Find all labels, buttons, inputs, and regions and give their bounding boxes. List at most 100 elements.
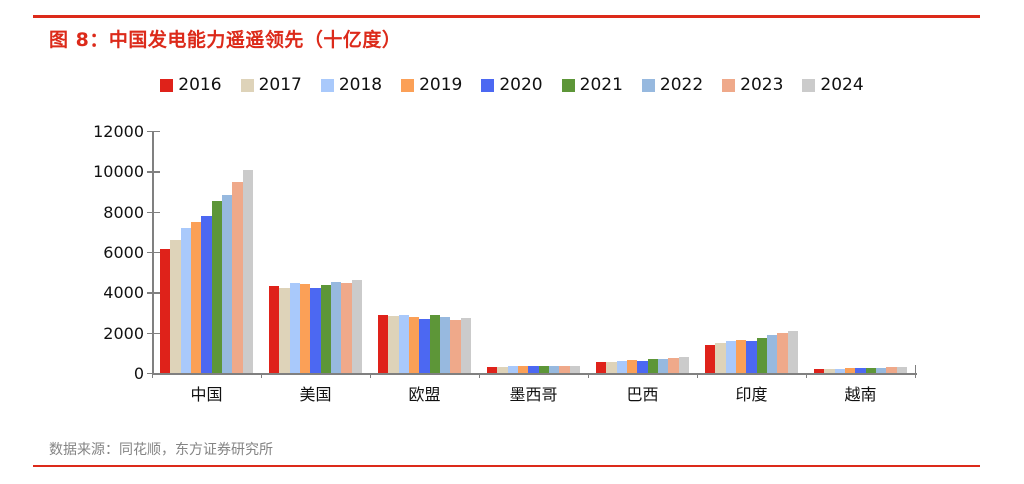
legend-label: 2021: [579, 74, 623, 95]
legend-swatch: [320, 78, 334, 92]
legend-item: 2024: [802, 74, 864, 95]
y-tick: [147, 332, 160, 334]
x-category-label: 墨西哥: [509, 385, 558, 404]
legend-swatch: [802, 78, 816, 92]
legend-swatch: [240, 78, 254, 92]
bar: [627, 360, 638, 373]
bar: [211, 200, 222, 373]
bar: [279, 287, 290, 373]
x-tick: [697, 373, 699, 378]
legend-swatch: [481, 78, 495, 92]
legend-swatch: [401, 78, 415, 92]
bar: [419, 318, 430, 373]
x-category-label: 印度: [735, 385, 768, 404]
legend-label: 2019: [419, 74, 463, 95]
bar: [647, 359, 658, 373]
bar: [450, 319, 461, 373]
legend-label: 2016: [178, 74, 222, 95]
bar: [398, 315, 409, 373]
bar: [528, 366, 539, 373]
x-tick: [915, 373, 917, 378]
bar: [269, 285, 280, 373]
bar: [201, 216, 212, 373]
legend-item: 2022: [641, 76, 703, 94]
bar: [170, 239, 181, 373]
bar: [658, 358, 669, 373]
bar: [668, 357, 679, 373]
bar: [232, 182, 243, 373]
bar: [678, 357, 689, 373]
x-category-label: 越南: [844, 385, 877, 404]
legend-label: 2023: [740, 74, 784, 95]
bar: [460, 317, 471, 373]
x-category-label: 美国: [299, 385, 332, 404]
bar: [596, 361, 607, 373]
legend-swatch: [722, 78, 736, 92]
bar: [320, 284, 331, 373]
legend-item: 2020: [481, 74, 543, 95]
bar: [378, 315, 389, 373]
bar: [222, 194, 233, 373]
x-tick: [588, 373, 590, 378]
bar: [736, 339, 747, 373]
legend-item: 2019: [401, 74, 463, 95]
bar: [637, 360, 648, 373]
legend: 2016 2017 2018 2019 2020 2021 2022 2023 2024: [0, 74, 1024, 96]
y-tick-label: 2000: [103, 323, 144, 343]
y-tick: [147, 373, 160, 375]
bar: [725, 340, 736, 373]
legend-swatch: [641, 78, 655, 92]
bar: [876, 367, 887, 373]
bar: [865, 367, 876, 373]
data-source: 数据来源：同花顺，东方证券研究所: [49, 442, 273, 458]
legend-swatch: [160, 78, 174, 92]
legend-item: 2018: [320, 76, 382, 94]
y-tick-label: 6000: [103, 243, 144, 262]
bar: [388, 315, 399, 373]
bar: [824, 368, 835, 373]
y-tick: [147, 211, 160, 213]
x-axis-line: [152, 373, 917, 375]
bar: [834, 368, 845, 373]
bar: [409, 316, 420, 373]
bar: [549, 366, 560, 373]
y-tick: [147, 131, 160, 133]
legend-item: 2023: [722, 74, 784, 95]
y-tick: [147, 252, 160, 254]
x-tick: [370, 373, 372, 378]
bar: [351, 279, 362, 373]
legend-label: 2024: [820, 74, 864, 95]
bar: [715, 342, 726, 373]
bar: [787, 331, 798, 373]
bar: [331, 281, 342, 373]
legend-label: 2017: [258, 74, 302, 95]
bar: [341, 282, 352, 373]
bar: [242, 169, 253, 373]
bar: [814, 369, 825, 373]
legend-item: 2017: [240, 74, 302, 95]
bar: [440, 317, 451, 373]
bar: [507, 366, 518, 373]
legend-label: 2020: [499, 74, 543, 95]
x-tick: [152, 373, 154, 378]
bar: [845, 368, 856, 373]
bar: [746, 341, 757, 373]
bar: [606, 361, 617, 373]
y-tick-label: 8000: [103, 202, 144, 222]
bar: [497, 366, 508, 373]
bar: [160, 249, 171, 373]
legend-item: 2016: [160, 74, 222, 95]
legend-item: 2021: [561, 74, 623, 95]
bar: [289, 282, 300, 373]
bar: [559, 366, 570, 373]
y-tick-label: 0: [133, 364, 144, 383]
bottom-rule: [33, 465, 980, 467]
top-rule: [33, 15, 980, 18]
x-tick: [806, 373, 808, 378]
bar: [487, 366, 498, 373]
y-tick: [147, 292, 160, 294]
legend-swatch: [561, 78, 575, 92]
bar: [538, 366, 549, 373]
bar: [616, 360, 627, 373]
